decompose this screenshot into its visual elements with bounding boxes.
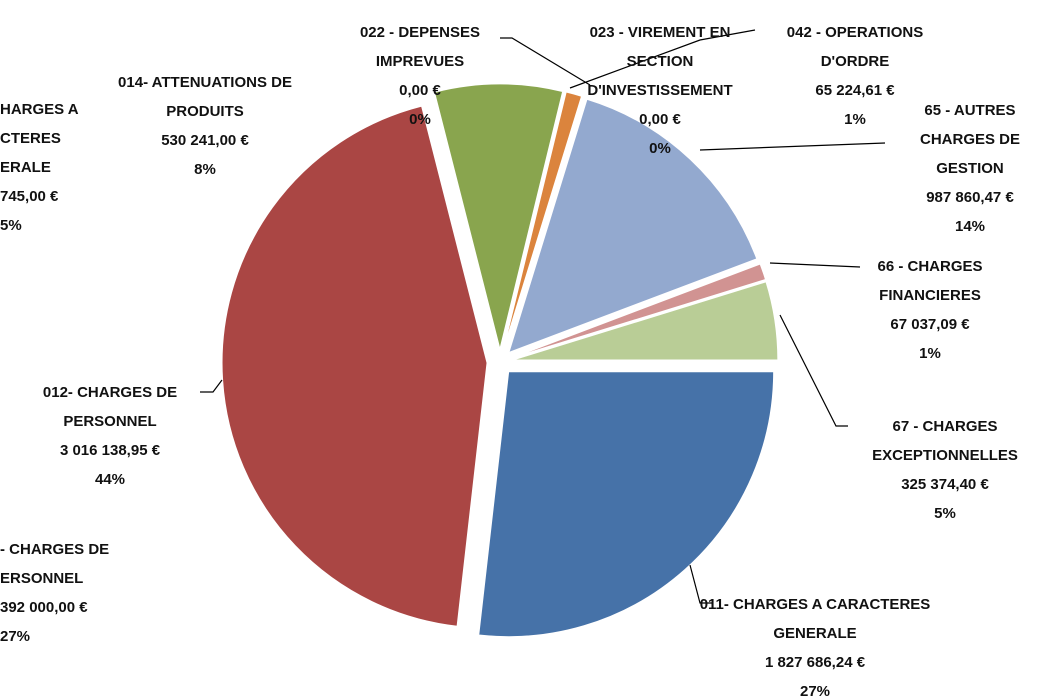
category-label: 66 - CHARGES FINANCIERES <box>877 258 983 304</box>
percent-label: 14% <box>954 218 986 235</box>
category-label: 65 - AUTRES CHARGES DE GESTION <box>919 102 1020 177</box>
pie-slice <box>508 98 758 354</box>
leader-line <box>779 314 848 427</box>
category-label: 67 - CHARGES EXCEPTIONNELLES <box>872 418 1018 464</box>
annotation-line: ERSONNEL <box>0 570 84 587</box>
annotation-line: - CHARGES DE <box>0 541 110 558</box>
percent-label: 0% <box>649 140 671 157</box>
pie-slice <box>433 83 564 350</box>
percent-label: 1% <box>844 111 866 128</box>
percent-label: 44% <box>94 471 126 488</box>
annotation-line: 745,00 € <box>0 188 59 205</box>
annotation-line: 27% <box>0 628 31 645</box>
data-label: 022 - DEPENSES IMPREVUES 0,00 € 0% <box>330 18 510 134</box>
category-label: 011- CHARGES A CARACTERES GENERALE <box>699 596 931 642</box>
category-label: 023 - VIREMENT EN SECTION D'INVESTISSEME… <box>587 24 733 99</box>
data-label: 012- CHARGES DE PERSONNEL 3 016 138,95 € 4… <box>10 378 210 494</box>
percent-label: 0% <box>409 111 431 128</box>
data-label: 014- ATTENUATIONS DE PRODUITS 530 241,00 … <box>95 68 315 184</box>
category-label: 014- ATTENUATIONS DE PRODUITS <box>118 74 292 120</box>
value-label: 0,00 € <box>639 111 681 128</box>
leader-line <box>769 262 861 268</box>
leader-line <box>569 29 756 89</box>
partial-label: - CHARGES DE ERSONNEL 392 000,00 € 27% <box>0 535 109 651</box>
category-label: 022 - DEPENSES IMPREVUES <box>359 24 481 70</box>
annotation-line: 392 000,00 € <box>0 599 88 616</box>
value-label: 65 224,61 € <box>815 82 895 99</box>
pie-slice <box>512 281 779 361</box>
leader-line <box>699 142 886 151</box>
pie-slice <box>502 91 583 350</box>
value-label: 325 374,40 € <box>901 476 989 493</box>
pie-slice <box>478 371 775 638</box>
percent-label: 5% <box>934 505 956 522</box>
value-label: 3 016 138,95 € <box>59 442 161 459</box>
annotation-line: HARGES A <box>0 101 79 118</box>
annotation-line: ERALE <box>0 159 51 176</box>
annotation-line: CTERES <box>0 130 61 147</box>
leader-line <box>689 564 712 604</box>
data-label: 65 - AUTRES CHARGES DE GESTION 987 860,47… <box>900 96 1040 241</box>
category-label: 042 - OPERATIONS D'ORDRE <box>786 24 924 70</box>
value-label: 67 037,09 € <box>890 316 970 333</box>
data-label: 011- CHARGES A CARACTERES GENERALE 1 827 … <box>695 590 935 698</box>
percent-label: 27% <box>799 683 831 698</box>
data-label: 042 - OPERATIONS D'ORDRE 65 224,61 € 1% <box>755 18 955 134</box>
value-label: 530 241,00 € <box>161 132 249 149</box>
data-label: 67 - CHARGES EXCEPTIONNELLES 325 374,40 €… <box>835 412 1044 528</box>
category-label: 012- CHARGES DE PERSONNEL <box>42 384 178 430</box>
percent-label: 1% <box>919 345 941 362</box>
value-label: 0,00 € <box>399 82 441 99</box>
leader-line <box>200 379 223 393</box>
percent-label: 8% <box>194 161 216 178</box>
partial-label: HARGES A CTERES ERALE 745,00 € 5% <box>0 95 79 240</box>
annotation-line: 5% <box>0 217 22 234</box>
pie-slice <box>512 263 767 359</box>
value-label: 987 860,47 € <box>926 189 1014 206</box>
value-label: 1 827 686,24 € <box>764 654 866 671</box>
data-label: 66 - CHARGES FINANCIERES 67 037,09 € 1% <box>850 252 1010 368</box>
leader-line <box>500 37 591 86</box>
data-label: 023 - VIREMENT EN SECTION D'INVESTISSEME… <box>560 18 760 163</box>
pie-slice <box>221 105 488 627</box>
